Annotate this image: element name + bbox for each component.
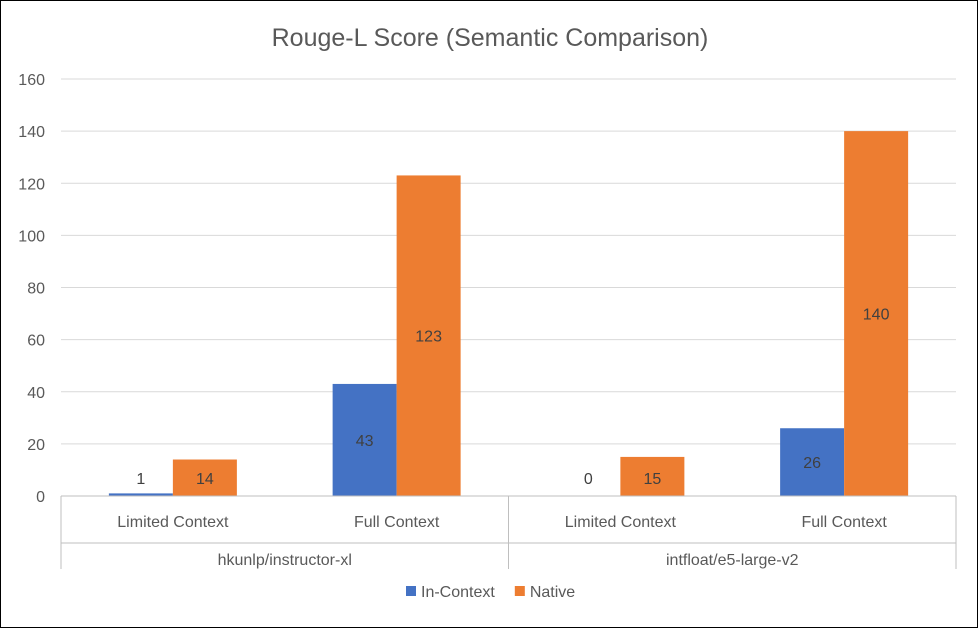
data-label-native-1: 123 <box>415 329 442 346</box>
legend-swatch-native <box>514 586 525 596</box>
x-axis: Limited Context Full Context Limited Conte… <box>60 495 957 569</box>
legend-label-native: Native <box>530 584 575 601</box>
legend-label-in-context: In-Context <box>421 584 495 601</box>
y-tick-label-60: 60 <box>27 333 45 350</box>
x-group-label-0: hkunlp/instructor-xl <box>218 552 352 569</box>
y-tick-label-160: 160 <box>18 72 45 89</box>
bar-native-3 <box>844 131 909 496</box>
bars <box>108 131 909 496</box>
data-label-in-context-0: 1 <box>136 471 145 488</box>
x-category-label-0: Limited Context <box>117 514 229 531</box>
y-tick-label-140: 140 <box>18 124 45 141</box>
y-tick-label-80: 80 <box>27 281 45 298</box>
bar-native-0 <box>172 459 237 496</box>
x-category-label-1: Full Context <box>354 514 440 531</box>
data-label-native-3: 140 <box>863 307 890 324</box>
y-tick-label-120: 120 <box>18 176 45 193</box>
data-labels: 1 14 43 123 0 15 26 140 <box>136 307 889 488</box>
chart-title: Rouge-L Score (Semantic Comparison) <box>272 24 709 52</box>
bar-in-context-3 <box>780 428 845 496</box>
y-axis: 0 20 40 60 80 100 120 140 160 <box>18 72 45 506</box>
x-category-label-3: Full Context <box>801 514 887 531</box>
data-label-in-context-1: 43 <box>356 433 374 450</box>
data-label-native-2: 15 <box>643 471 661 488</box>
bar-in-context-0 <box>108 493 173 496</box>
data-label-native-0: 14 <box>196 471 214 488</box>
data-label-in-context-2: 0 <box>584 471 593 488</box>
legend-swatch-in-context <box>406 586 416 596</box>
legend: In-Context Native <box>406 584 575 601</box>
y-tick-label-100: 100 <box>18 228 45 245</box>
x-group-label-1: intfloat/e5-large-v2 <box>666 552 799 569</box>
bar-native-2 <box>620 456 685 496</box>
y-tick-label-20: 20 <box>27 437 45 454</box>
y-tick-label-40: 40 <box>27 385 45 402</box>
data-label-in-context-3: 26 <box>803 455 821 472</box>
gridlines <box>61 78 956 445</box>
x-category-label-2: Limited Context <box>565 514 677 531</box>
y-tick-label-0: 0 <box>36 489 45 506</box>
bar-native-1 <box>396 175 461 496</box>
bar-in-context-1 <box>332 383 397 496</box>
